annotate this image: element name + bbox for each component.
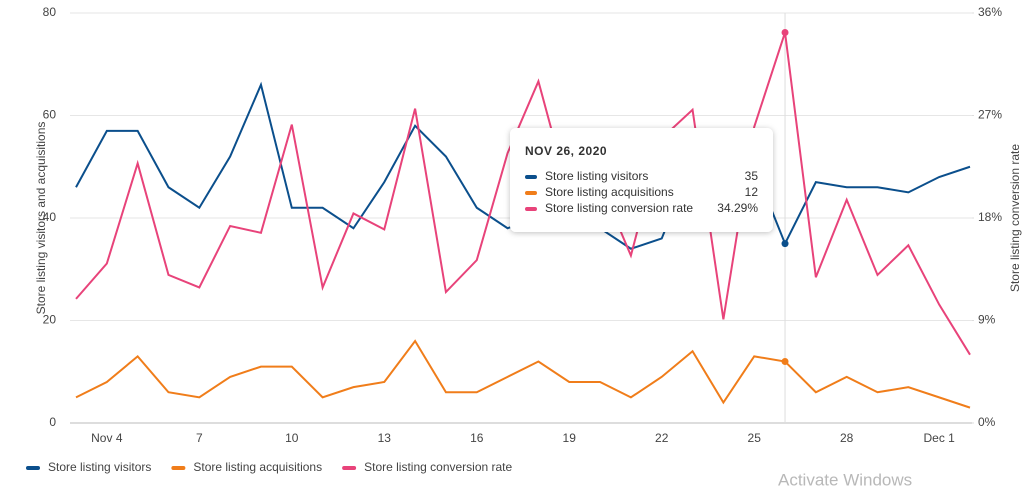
- y2-tick-label: 27%: [978, 108, 1002, 122]
- x-tick-label: Nov 4: [91, 431, 123, 445]
- y-axis-label: Store listing visitors and acquisitions: [34, 122, 48, 315]
- hover-dot: [781, 28, 789, 36]
- x-tick-label: 22: [655, 431, 669, 445]
- tooltip: NOV 26, 2020 Store listing visitors 35 Stor…: [510, 128, 773, 232]
- x-tick-label: 19: [563, 431, 577, 445]
- y2-tick-label: 9%: [978, 313, 996, 327]
- legend-label: Store listing visitors: [48, 460, 151, 474]
- y-tick-label: 80: [43, 5, 57, 19]
- tooltip-value: 12: [745, 185, 759, 199]
- y2-axis-label: Store listing conversion rate: [1008, 144, 1022, 292]
- x-tick-label: 10: [285, 431, 299, 445]
- y-tick-label: 40: [43, 210, 57, 224]
- tooltip-value: 34.29%: [717, 201, 758, 215]
- legend-label: Store listing conversion rate: [364, 460, 512, 474]
- x-tick-label: Dec 1: [923, 431, 955, 445]
- y2-tick-label: 0%: [978, 415, 996, 429]
- series-line: [75, 32, 971, 356]
- x-tick-label: 28: [840, 431, 854, 445]
- y-tick-label: 20: [43, 313, 57, 327]
- tooltip-name: Store listing conversion rate: [545, 201, 693, 215]
- x-tick-label: 25: [748, 431, 762, 445]
- tooltip-title: NOV 26, 2020: [525, 144, 607, 158]
- x-tick-label: 13: [378, 431, 392, 445]
- series-line: [75, 339, 971, 409]
- x-tick-label: 16: [470, 431, 484, 445]
- hover-dot: [781, 240, 789, 248]
- legend-label: Store listing acquisitions: [193, 460, 322, 474]
- tooltip-name: Store listing acquisitions: [545, 185, 674, 199]
- y2-tick-label: 36%: [978, 5, 1002, 19]
- tooltip-name: Store listing visitors: [545, 169, 648, 183]
- tooltip-value: 35: [745, 169, 759, 183]
- y-tick-label: 0: [49, 415, 56, 429]
- watermark: Activate Windows: [778, 470, 912, 489]
- tooltip-box: [510, 128, 773, 232]
- x-tick-label: 7: [196, 431, 203, 445]
- y2-tick-label: 18%: [978, 210, 1002, 224]
- y-tick-label: 60: [43, 108, 57, 122]
- hover-dot: [781, 358, 789, 365]
